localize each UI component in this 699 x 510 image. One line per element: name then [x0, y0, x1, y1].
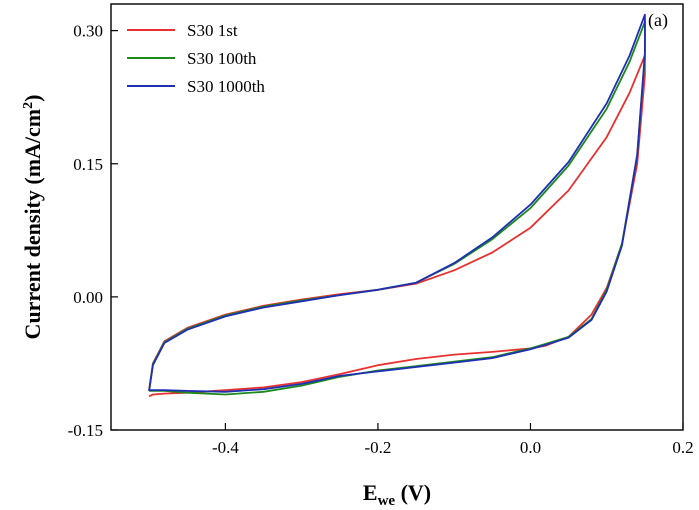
y-axis-title-superscript: 2: [21, 102, 36, 109]
y-tick-label: 0.00: [73, 288, 103, 307]
legend-label: S30 100th: [187, 49, 257, 68]
legend: S30 1st S30 100th S30 1000th: [127, 21, 265, 96]
x-tick-label: -0.2: [364, 438, 391, 457]
x-tick-label: 0.2: [672, 438, 693, 457]
y-tick-label: 0.30: [73, 22, 103, 41]
y-axis-title: Current density (mA/cm2): [20, 95, 45, 340]
x-axis-title: Ewe (V): [363, 480, 431, 509]
x-axis-title-unit: (V): [395, 480, 431, 505]
y-axis-title-end: ): [20, 95, 45, 102]
axis-ticks: -0.4 -0.2 0.0 0.2 -0.15 0.00 0.15 0.30: [68, 22, 694, 457]
series-curves: [148, 13, 646, 398]
y-axis-title-main: Current density (mA/cm: [20, 109, 45, 340]
plot-frame: [110, 3, 684, 431]
legend-label: S30 1st: [187, 21, 238, 40]
legend-label: S30 1000th: [187, 77, 265, 96]
series-line: [148, 13, 646, 393]
x-tick-label: 0.0: [520, 438, 541, 457]
y-tick-label: 0.15: [73, 155, 103, 174]
panel-label: (a): [648, 10, 668, 31]
y-tick-label: -0.15: [68, 421, 103, 440]
series-line: [148, 54, 646, 398]
x-axis-title-main: E: [363, 480, 378, 505]
x-axis-title-subscript: we: [378, 493, 396, 509]
x-tick-label: -0.4: [212, 438, 239, 457]
